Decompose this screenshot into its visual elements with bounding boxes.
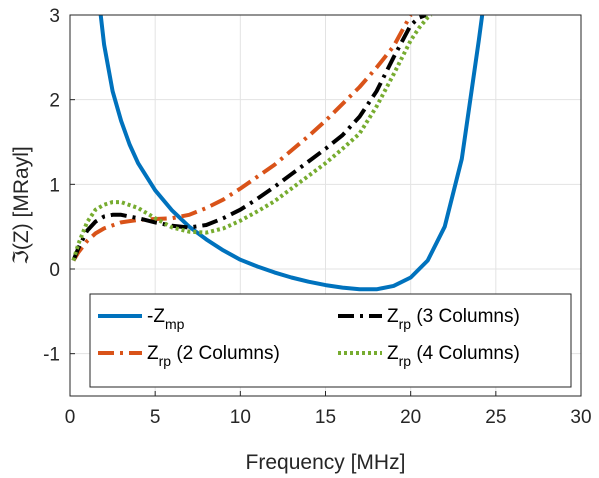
y-axis-label: ℑ(Z) [MRayl] (10, 146, 33, 264)
y-tick-label: 2 (49, 91, 60, 112)
x-tick-label: 25 (485, 407, 506, 428)
legend-name: -Z (147, 306, 165, 327)
y-tick-label: 1 (49, 175, 60, 196)
x-tick-label: 0 (65, 407, 76, 428)
legend-label-1: -Zmp (147, 306, 185, 332)
legend-label-3: Zrp (3 Columns) (387, 306, 520, 332)
y-tick-label: 0 (49, 260, 60, 281)
legend-box (89, 293, 572, 388)
x-tick-label: 15 (315, 407, 336, 428)
x-axis-label: Frequency [MHz] (246, 451, 406, 474)
y-tick-label: -1 (43, 345, 60, 366)
legend-subscript: mp (165, 316, 185, 332)
legend-rest: (4 Columns) (411, 343, 520, 364)
legend-label-4: Zrp (4 Columns) (387, 343, 520, 369)
legend-rest: (2 Columns) (171, 343, 280, 364)
legend-name: Z (387, 343, 399, 364)
legend-subscript: rp (399, 316, 412, 332)
series-line-3 (71, 15, 427, 262)
x-tick-label: 5 (150, 407, 161, 428)
x-tick-label: 30 (570, 407, 591, 428)
legend-subscript: rp (159, 353, 172, 369)
legend-name: Z (147, 343, 159, 364)
y-tick-label: 3 (49, 6, 60, 27)
x-tick-label: 10 (230, 407, 251, 428)
x-tick-label: 20 (400, 407, 421, 428)
series-line-4 (71, 15, 433, 262)
series-line-2 (71, 15, 413, 262)
series-layer (71, 15, 485, 292)
legend-rest: (3 Columns) (411, 306, 520, 327)
series-line-1 (98, 15, 485, 292)
legend-name: Z (387, 306, 399, 327)
ticks: 0 5 10 15 20 25 30 -1 0 1 2 3 (43, 6, 591, 428)
legend-label-2: Zrp (2 Columns) (147, 343, 280, 369)
legend-subscript: rp (399, 353, 412, 369)
